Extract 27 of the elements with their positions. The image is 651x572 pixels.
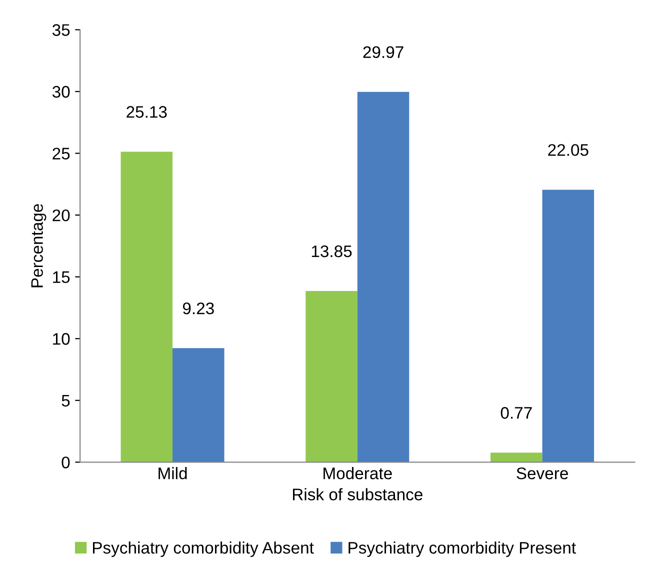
y-axis-title: Percentage: [31, 204, 46, 288]
data-label: 0.77: [500, 407, 532, 419]
data-label: 22.05: [548, 144, 588, 156]
x-tick-label: Moderate: [324, 467, 392, 480]
y-tick-label: 15: [53, 271, 70, 284]
bar: [306, 291, 358, 462]
bar: [542, 190, 594, 462]
y-tick-label: 20: [52, 209, 70, 222]
data-label: 13.85: [312, 245, 352, 258]
y-tick-label: 25: [52, 148, 70, 160]
data-label: 25.13: [126, 106, 167, 118]
y-tick-label: 0: [62, 456, 70, 468]
y-tick-label: 35: [52, 24, 70, 36]
legend-label: Psychiatry comorbidity Present: [348, 541, 576, 557]
data-label: 9.23: [182, 302, 214, 314]
bar: [172, 348, 224, 462]
bar: [490, 452, 542, 462]
x-tick-label: Mild: [158, 467, 187, 480]
bar: [120, 152, 173, 462]
x-tick-label: Severe: [516, 467, 568, 480]
y-tick-label: 5: [62, 394, 70, 407]
data-label: 29.97: [363, 46, 404, 58]
y-tick-label: 10: [53, 333, 70, 345]
legend-label: Psychiatry comorbidity Absent: [92, 541, 314, 557]
y-tick-label: 30: [52, 86, 70, 98]
x-axis-title: Risk of substance: [293, 488, 422, 500]
bar: [357, 92, 410, 462]
